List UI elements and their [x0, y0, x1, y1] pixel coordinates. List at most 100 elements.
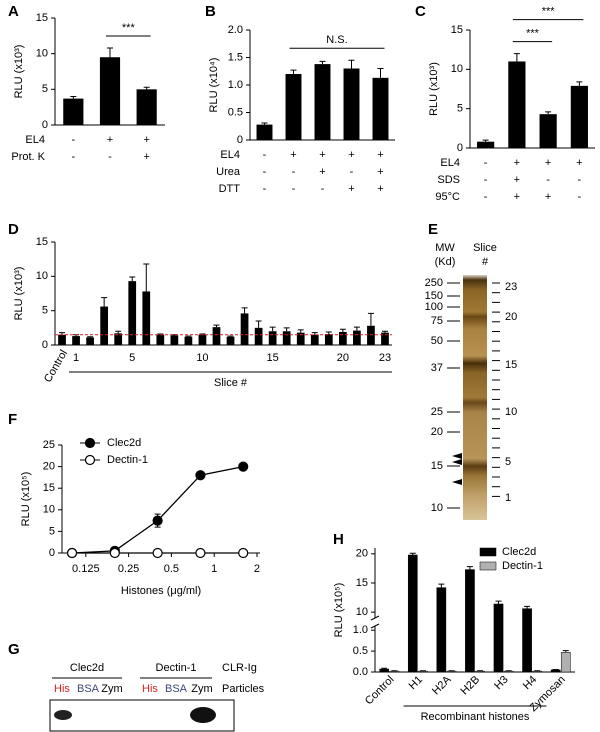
gel-header: MW: [435, 242, 455, 254]
error-bar: [143, 263, 150, 292]
condition-symbol: -: [578, 174, 582, 186]
lane-label: Zym: [101, 683, 122, 695]
error-bar: [283, 327, 290, 332]
condition-symbol: +: [576, 157, 582, 169]
condition-symbol: +: [545, 157, 551, 169]
legend-marker: [84, 437, 96, 449]
bar: [226, 336, 235, 345]
condition-label: EL4: [440, 157, 460, 169]
y-axis-label: RLU (x10³): [13, 267, 25, 321]
condition-symbol: +: [348, 183, 354, 195]
condition-symbol: -: [484, 174, 488, 186]
error-bar: [562, 650, 569, 653]
error-bar: [87, 336, 94, 338]
condition-label: Urea: [216, 166, 241, 178]
error-bar: [115, 330, 122, 334]
condition-symbol: +: [143, 134, 149, 146]
condition-symbol: -: [263, 149, 267, 161]
bar: [407, 554, 418, 673]
gel-lane: [463, 275, 487, 520]
bar: [184, 336, 193, 345]
condition-symbol: -: [578, 191, 582, 203]
panel-letter: E: [428, 221, 438, 238]
bar: [379, 668, 390, 673]
band-arrows: [452, 453, 462, 485]
x-tick-label: 0.5: [164, 563, 179, 575]
y-tick-label: 10: [43, 504, 55, 516]
blot-band: [190, 707, 216, 723]
panel-letter: B: [205, 3, 216, 20]
point: [109, 547, 120, 559]
mw-label: 250: [425, 277, 443, 289]
error-bar: [213, 324, 220, 328]
y-axis-label: RLU (x10⁵): [20, 472, 32, 527]
bar: [114, 333, 123, 345]
lane-label: BSA: [77, 683, 100, 695]
bar: [86, 337, 94, 345]
bar: [212, 327, 221, 345]
bar: [128, 281, 137, 345]
x-tick-label: Control: [363, 674, 397, 708]
bar: [198, 334, 207, 345]
slice-label: 23: [505, 281, 517, 293]
condition-symbol: -: [321, 183, 325, 195]
bar: [381, 332, 389, 345]
condition-symbol: +: [514, 174, 520, 186]
bar: [539, 114, 557, 148]
legend-swatch: [479, 561, 497, 571]
condition-symbol: -: [484, 157, 488, 169]
error-bar: [261, 122, 268, 125]
x-tick-label: 0.25: [118, 563, 139, 575]
error-bar: [311, 332, 318, 335]
y-axis-label: RLU (x10⁴): [208, 58, 220, 113]
error-bar: [319, 60, 326, 65]
condition-label: SDS: [437, 174, 460, 186]
error-bar: [241, 307, 248, 314]
condition-symbol: +: [514, 157, 520, 169]
x-tick-label: 0.125: [72, 563, 100, 575]
condition-label: DTT: [219, 183, 241, 195]
y-tick-label: 15: [451, 24, 463, 36]
error-bar: [129, 276, 136, 282]
condition-symbol: +: [514, 191, 520, 203]
condition-symbol: +: [377, 166, 383, 178]
bar: [324, 334, 333, 345]
bracket-label: ***: [542, 6, 556, 18]
point: [152, 515, 163, 526]
row-label: CLR-Ig: [222, 662, 257, 674]
y-tick-label: 15: [43, 482, 55, 494]
bar: [508, 61, 526, 148]
error-bar: [466, 566, 473, 570]
y-tick-label: 0: [457, 142, 463, 154]
panel-letter: C: [415, 3, 426, 20]
slice-label: 10: [505, 406, 517, 418]
legend-label: Dectin-1: [502, 560, 543, 572]
y-tick-label: 0: [42, 339, 48, 351]
error-bar: [545, 111, 552, 115]
bar: [475, 670, 485, 673]
x-tick-label: H3: [492, 674, 510, 692]
bar: [256, 124, 273, 140]
y-tick-label: 15: [356, 577, 368, 589]
y-tick-label: 20: [356, 548, 368, 560]
condition-symbol: -: [350, 166, 354, 178]
condition-label: EL4: [25, 134, 45, 146]
y-tick-label: 5: [457, 103, 463, 115]
gel-header: (Kd): [435, 256, 456, 268]
mw-label: 75: [431, 315, 443, 327]
error-bar: [381, 667, 388, 670]
x-tick-label: Control: [42, 348, 70, 385]
bar: [170, 335, 179, 345]
x-tick-label: 5: [129, 352, 135, 364]
mw-label: 100: [425, 301, 443, 313]
group-label: Clec2d: [70, 662, 104, 674]
bar: [285, 74, 302, 140]
bar: [58, 334, 66, 345]
lane-label: BSA: [165, 683, 188, 695]
blot-band: [54, 710, 72, 720]
y-tick-label: 0: [49, 547, 55, 559]
bar: [477, 141, 495, 148]
error-bar: [495, 600, 502, 604]
bar: [268, 331, 277, 345]
bar: [532, 670, 543, 673]
